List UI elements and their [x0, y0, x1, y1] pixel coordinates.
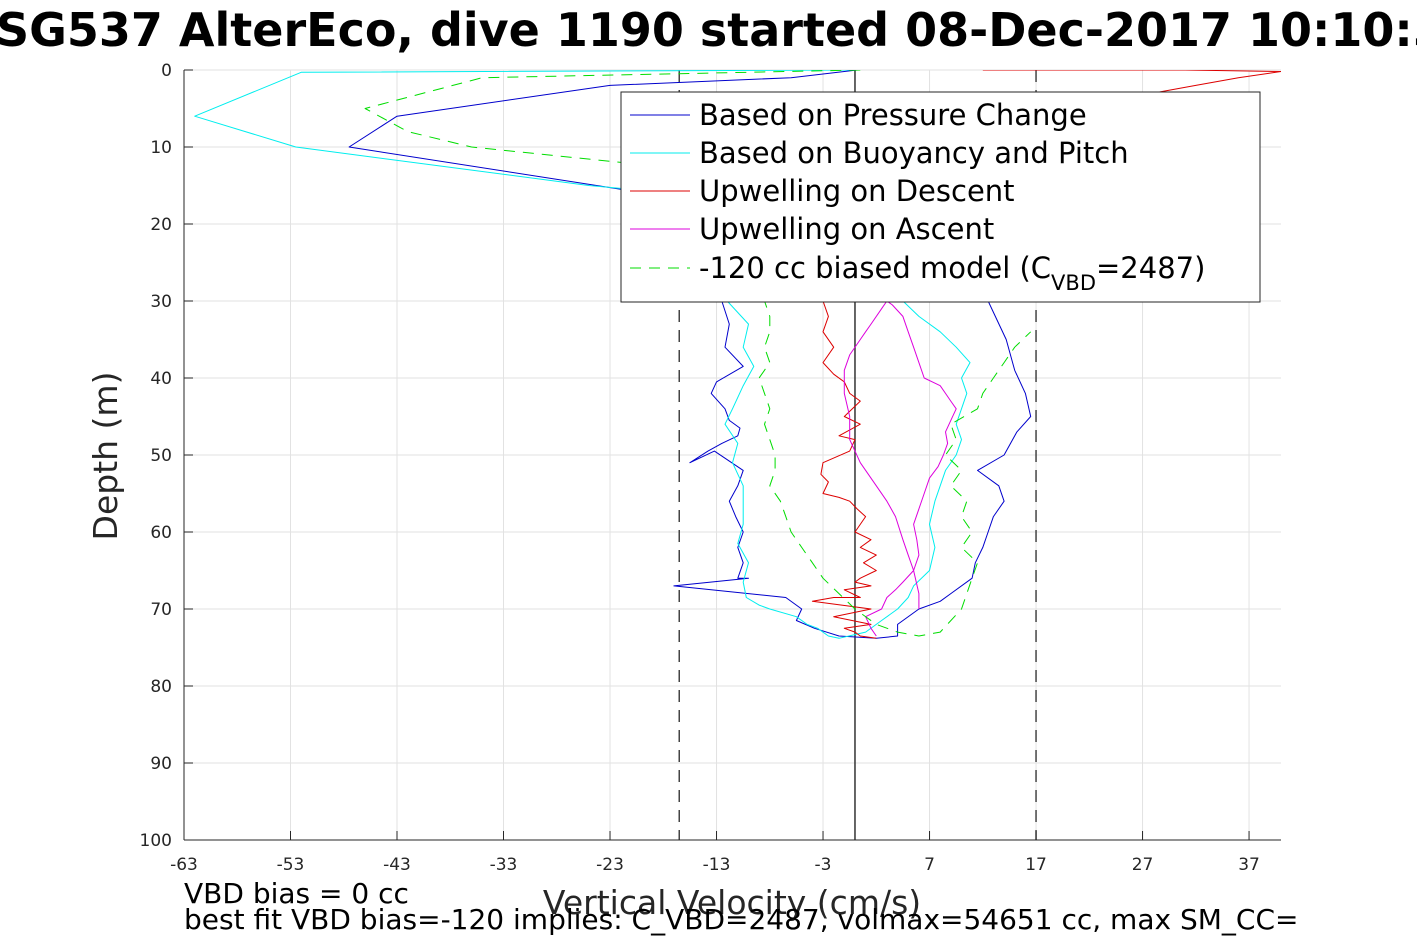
series-group [194, 70, 1281, 639]
legend-label-2: Based on Buoyancy and Pitch [699, 136, 1129, 170]
y-tick-label: 60 [150, 523, 172, 543]
legend-label-1: Based on Pressure Change [699, 98, 1087, 132]
y-tick-label: 40 [150, 369, 172, 389]
x-tick-label: -23 [596, 855, 624, 875]
x-tick-label: 27 [1132, 855, 1154, 875]
legend-box [620, 91, 1261, 303]
chart-title: SG537 AlterEco, dive 1190 started 08-Dec… [0, 3, 1417, 57]
series-line-5 [364, 70, 1032, 637]
axes [183, 69, 1281, 841]
y-tick-label: 50 [150, 446, 172, 466]
y-tick-label: 0 [161, 61, 172, 81]
x-tick-label: -33 [490, 855, 518, 875]
y-tick-labels: 0 10 20 30 40 50 60 70 80 90 100 [140, 61, 172, 851]
y-tick-label: 10 [150, 138, 172, 158]
x-tick-label: -3 [815, 855, 832, 875]
x-tick-label: -13 [703, 855, 731, 875]
x-axis-label: Vertical Velocity (cm/s) [543, 883, 921, 922]
series-line-2 [194, 70, 971, 639]
x-tick-label: -53 [277, 855, 305, 875]
best-fit-text: best fit VBD bias=-120 implies: C_VBD=24… [184, 903, 1298, 936]
legend: Based on Pressure Change Based on Buoyanc… [620, 91, 1261, 303]
y-tick-label: 80 [150, 677, 172, 697]
y-axis-label: Depth (m) [86, 372, 125, 541]
legend-label-3: Upwelling on Descent [699, 174, 1015, 208]
x-tick-label: 7 [924, 855, 935, 875]
x-tick-label: 17 [1025, 855, 1047, 875]
x-tick-label: 37 [1238, 855, 1260, 875]
series-line-1 [348, 70, 1032, 639]
series-line-3 [811, 70, 1281, 639]
x-tick-label: -63 [170, 855, 198, 875]
series-line-4 [843, 300, 957, 637]
y-tick-label: 90 [150, 754, 172, 774]
x-tick-label: -43 [383, 855, 411, 875]
x-tick-labels: -63 -53 -43 -33 -23 -13 -3 7 17 27 37 [170, 855, 1260, 875]
y-tick-label: 20 [150, 215, 172, 235]
legend-label-5: -120 cc biased model (CVBD=2487) [699, 251, 1205, 295]
y-tick-label: 30 [150, 292, 172, 312]
y-tick-label: 70 [150, 600, 172, 620]
legend-label-4: Upwelling on Ascent [699, 212, 994, 246]
y-tick-label: 100 [140, 831, 172, 851]
vbd-bias-text: VBD bias = 0 cc [184, 877, 409, 910]
